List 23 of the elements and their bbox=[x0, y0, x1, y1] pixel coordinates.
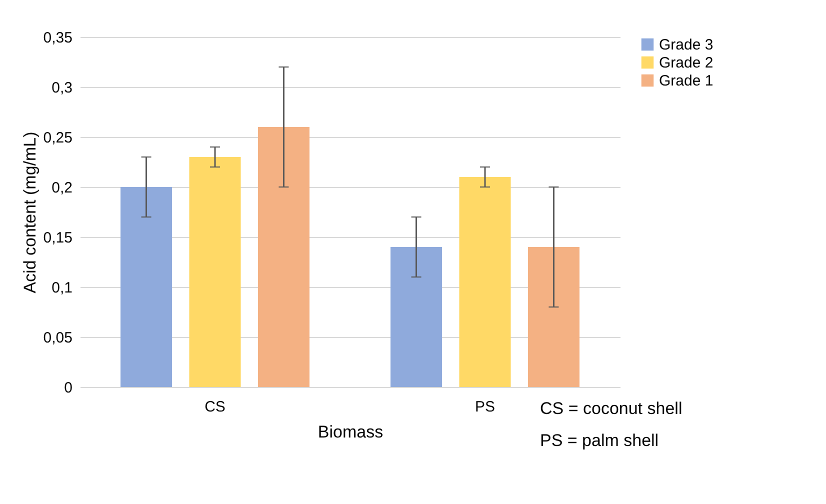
x-tick-label: CS bbox=[204, 398, 226, 416]
bar bbox=[528, 247, 580, 387]
y-tick-label: 0,3 bbox=[52, 80, 72, 96]
bar bbox=[390, 247, 442, 387]
y-tick-label: 0,35 bbox=[43, 30, 72, 46]
bar bbox=[189, 157, 241, 387]
y-tick-label: 0,2 bbox=[52, 180, 72, 196]
y-tick-label: 0 bbox=[64, 380, 72, 396]
y-tick-label: 0,05 bbox=[43, 330, 72, 346]
x-axis-title: Biomass bbox=[318, 422, 384, 442]
bar bbox=[258, 127, 310, 387]
y-tick-label: 0,1 bbox=[52, 280, 72, 296]
legend-label: Grade 3 bbox=[659, 36, 714, 54]
y-axis-title: Acid content (mg/mL) bbox=[20, 132, 40, 294]
text: CS = coconut shell bbox=[540, 399, 682, 418]
bar bbox=[459, 177, 511, 387]
bar bbox=[120, 187, 172, 387]
y-tick-label: 0,25 bbox=[43, 130, 72, 146]
x-tick-label: PS bbox=[474, 398, 496, 416]
y-tick-label: 0,15 bbox=[43, 230, 72, 246]
legend-label: Grade 2 bbox=[659, 54, 714, 72]
legend-label: Grade 1 bbox=[659, 72, 714, 90]
text: PS = palm shell bbox=[540, 431, 659, 450]
